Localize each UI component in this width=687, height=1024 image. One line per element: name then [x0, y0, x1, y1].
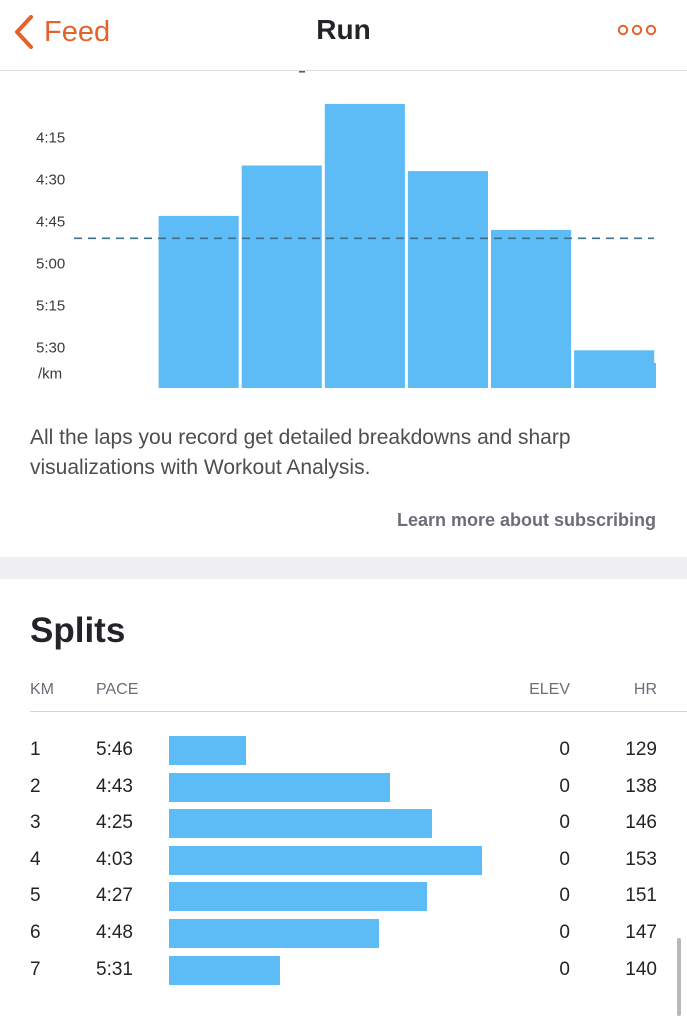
- y-tick-label: 5:30: [36, 340, 65, 357]
- page-title: Run: [316, 14, 371, 45]
- y-tick-label: 4:15: [36, 130, 65, 147]
- pace-bar: [169, 919, 379, 948]
- split-hr: 146: [625, 812, 657, 834]
- pace-bar: [169, 809, 432, 839]
- table-row: 7 5:31 0 140: [0, 952, 687, 988]
- split-km: 3: [30, 812, 41, 834]
- split-elev: 0: [559, 958, 570, 980]
- split-km: 2: [30, 775, 41, 797]
- y-tick-label: 4:30: [36, 172, 65, 189]
- split-km: 4: [30, 848, 41, 870]
- split-km: 6: [30, 922, 41, 943]
- split-pace: 4:43: [96, 775, 133, 797]
- split-hr: 153: [625, 848, 657, 870]
- column-header-hr: HR: [633, 681, 657, 698]
- table-row: 5 4:27 0 151: [0, 878, 687, 914]
- table-row: 2 4:43 0 138: [0, 769, 687, 805]
- header-divider: [30, 711, 687, 712]
- section-divider: [0, 557, 687, 579]
- split-pace: 4:25: [96, 812, 133, 834]
- split-elev: 0: [559, 812, 570, 834]
- pace-chart: 4:15 4:30 4:45 5:00 5:15 5:30/km: [36, 71, 656, 389]
- lap-bar: [324, 103, 405, 389]
- pace-bar: [169, 955, 281, 985]
- y-tick-label: 5:00: [36, 256, 65, 273]
- lap-bar: [407, 171, 488, 388]
- column-header-elev: ELEV: [529, 681, 570, 698]
- split-pace: 5:46: [96, 739, 133, 760]
- split-elev: 0: [559, 922, 570, 943]
- y-tick-label: 5:15: [36, 298, 65, 315]
- split-pace: 4:27: [96, 885, 133, 907]
- table-row: 6 4:48 0 147: [0, 915, 687, 951]
- more-options-button[interactable]: [617, 24, 657, 36]
- lap-bar: [491, 229, 572, 388]
- y-axis-unit: /km: [38, 366, 62, 383]
- table-row: 3 4:25 0 146: [0, 805, 687, 841]
- pace-bar: [169, 736, 246, 765]
- split-hr: 129: [625, 739, 657, 760]
- split-elev: 0: [559, 739, 570, 760]
- lap-chart-card: 4:15 4:30 4:45 5:00 5:15 5:30/km All the laps…: [0, 71, 687, 557]
- lap-bar: [158, 215, 239, 388]
- column-header-pace: PACE: [96, 681, 139, 698]
- scroll-indicator: [677, 938, 681, 1016]
- split-pace: 4:48: [96, 922, 133, 943]
- split-pace: 4:03: [96, 848, 133, 870]
- learn-more-link[interactable]: Learn more about subscribing: [396, 510, 656, 530]
- splits-section: Splits KM PACE ELEV HR 1 5:46 0 129 2 4:43 0 13…: [0, 579, 687, 1024]
- nav-header: Feed Run: [0, 0, 687, 71]
- split-km: 1: [30, 739, 41, 760]
- split-elev: 0: [559, 775, 570, 797]
- promo-text: All the laps you record get detailed bre…: [30, 426, 571, 479]
- lap-bar: [574, 350, 655, 388]
- table-row: 1 5:46 0 129: [0, 732, 687, 768]
- table-row: 4 4:03 0 153: [0, 842, 687, 878]
- split-km: 7: [30, 958, 41, 980]
- lap-bar: [241, 165, 322, 388]
- splits-title: Splits: [30, 611, 126, 650]
- split-km: 5: [30, 885, 41, 907]
- y-tick-label: 4:45: [36, 214, 65, 231]
- split-hr: 151: [625, 885, 657, 907]
- ellipsis-icon: [617, 24, 657, 36]
- pace-bar: [169, 772, 391, 802]
- pace-bar: [169, 845, 482, 875]
- split-hr: 138: [625, 775, 657, 797]
- lap-bar-edge: [654, 363, 656, 388]
- column-header-km: KM: [30, 681, 54, 698]
- split-hr: 147: [625, 922, 657, 943]
- split-hr: 140: [625, 958, 657, 980]
- back-label: Feed: [44, 15, 111, 48]
- back-button[interactable]: Feed: [14, 10, 110, 54]
- pace-bar: [169, 882, 427, 912]
- chevron-left-icon: [15, 15, 33, 49]
- split-elev: 0: [559, 848, 570, 870]
- split-elev: 0: [559, 885, 570, 907]
- split-pace: 5:31: [96, 958, 133, 980]
